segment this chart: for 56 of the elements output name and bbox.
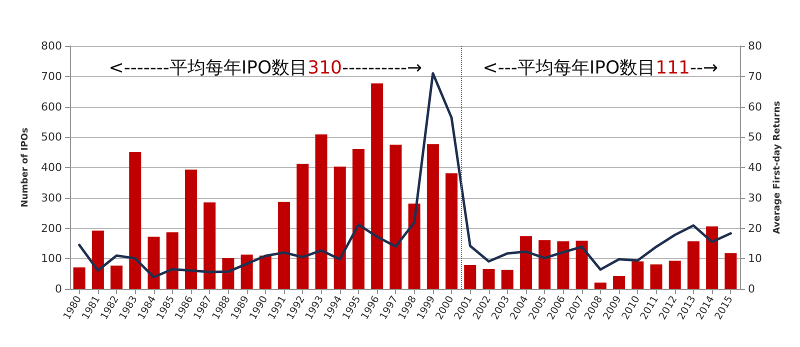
y2-tick-label: 40 bbox=[748, 161, 762, 174]
y2-tick-label: 30 bbox=[748, 191, 762, 204]
bar bbox=[148, 236, 160, 289]
bar bbox=[650, 264, 662, 289]
bar bbox=[73, 267, 86, 289]
y-axis-title: Number of IPOs bbox=[20, 128, 31, 208]
bar bbox=[613, 276, 626, 289]
bar bbox=[482, 268, 495, 289]
bar bbox=[520, 236, 532, 289]
bar bbox=[501, 270, 514, 289]
y2-tick-label: 0 bbox=[748, 282, 755, 296]
y-tick-label: 400 bbox=[41, 161, 62, 174]
bar bbox=[668, 260, 681, 289]
y2-tick-label: 10 bbox=[748, 252, 762, 266]
bar bbox=[464, 265, 476, 289]
bar bbox=[315, 134, 328, 289]
bar bbox=[352, 148, 364, 289]
y-tick-label: 800 bbox=[41, 40, 62, 52]
bar bbox=[259, 256, 272, 289]
y2-axis-title: Average First-day Returns bbox=[772, 100, 782, 234]
bar bbox=[687, 241, 700, 289]
bar bbox=[334, 166, 346, 289]
y2-tick-label: 60 bbox=[748, 100, 762, 114]
bar bbox=[184, 170, 197, 289]
y-tick-label: 500 bbox=[41, 130, 62, 144]
bar bbox=[576, 240, 588, 289]
y-tick-label: 200 bbox=[41, 222, 62, 235]
bar bbox=[557, 241, 570, 289]
bar bbox=[632, 261, 644, 289]
y-tick-label: 300 bbox=[41, 191, 62, 204]
bar bbox=[222, 258, 234, 289]
y-tick-label: 100 bbox=[41, 252, 62, 266]
bar bbox=[129, 152, 142, 289]
bar bbox=[594, 282, 606, 289]
bar bbox=[538, 240, 551, 289]
y2-tick-label: 20 bbox=[748, 222, 762, 235]
y2-tick-label: 80 bbox=[748, 40, 762, 52]
y-tick-label: 0 bbox=[55, 282, 62, 296]
y-tick-label: 700 bbox=[41, 70, 62, 83]
bar bbox=[408, 204, 420, 289]
bar bbox=[204, 202, 216, 289]
bar bbox=[296, 164, 309, 289]
bar bbox=[92, 230, 104, 289]
bar bbox=[724, 253, 737, 289]
bar bbox=[706, 226, 718, 289]
bar bbox=[240, 254, 253, 289]
bar bbox=[166, 232, 178, 289]
bar bbox=[278, 202, 290, 289]
y-tick-label: 600 bbox=[41, 100, 62, 114]
bar bbox=[446, 173, 458, 289]
bar bbox=[110, 266, 123, 289]
bar bbox=[371, 83, 384, 289]
bar bbox=[426, 144, 439, 289]
y2-tick-label: 50 bbox=[748, 130, 762, 144]
bar bbox=[390, 144, 402, 289]
y2-tick-label: 70 bbox=[748, 70, 762, 83]
